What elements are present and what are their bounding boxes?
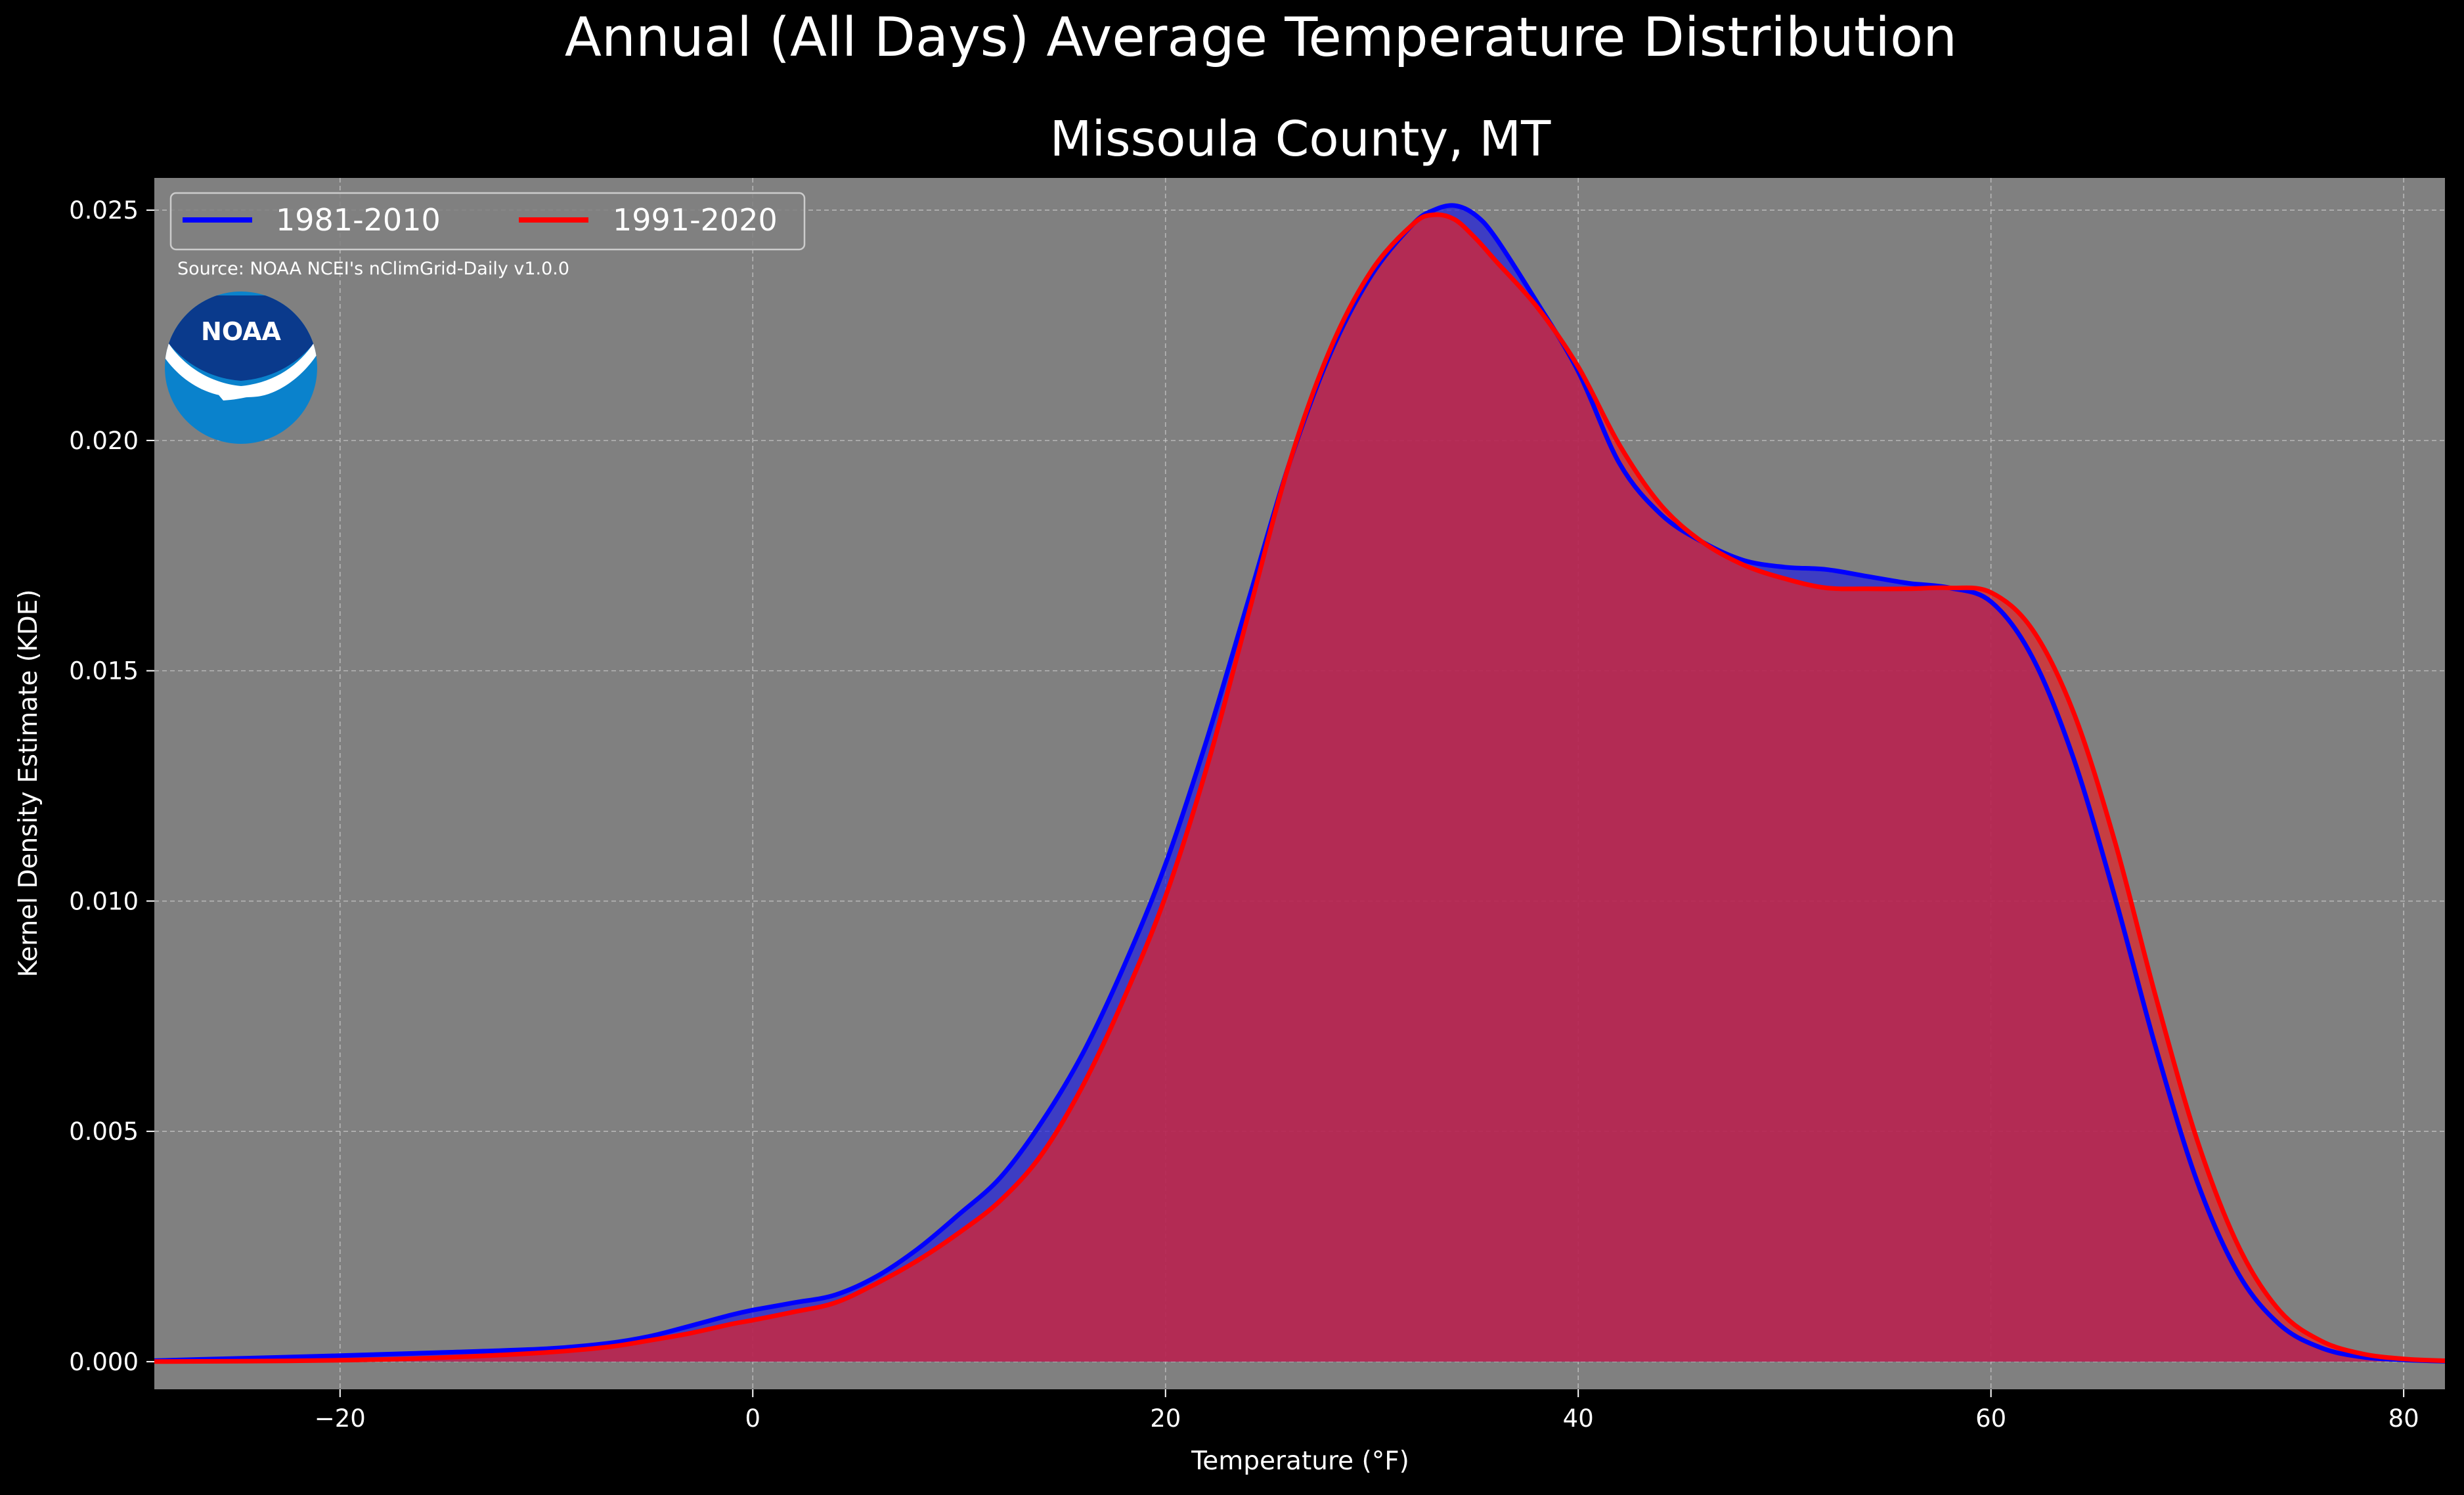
- series-area-1991-2020: [154, 214, 2445, 1362]
- y-tick-label: 0.020: [69, 427, 139, 455]
- x-tick-label: 40: [1563, 1404, 1594, 1433]
- legend-frame: [169, 192, 806, 251]
- noaa-logo-icon: NOAA: [165, 292, 317, 444]
- noaa-logo-bird: [165, 323, 317, 398]
- y-axis-ticks: 0.000 0.005 0.010 0.015 0.020 0.025: [69, 196, 154, 1376]
- y-tick-label: 0.010: [69, 887, 139, 915]
- noaa-logo-bird-tail: [217, 386, 273, 401]
- x-tick-label: 0: [745, 1404, 761, 1433]
- figure-suptitle: Annual (All Days) Average Temperature Di…: [565, 7, 1957, 69]
- legend: 1981-2010 1991-2020: [169, 192, 806, 251]
- x-tick-label: 60: [1975, 1404, 2006, 1433]
- x-tick-label: −20: [315, 1404, 366, 1433]
- series-areas: [154, 205, 2445, 1362]
- noaa-logo-sky: [165, 295, 317, 381]
- y-axis-label: Kernel Density Estimate (KDE): [14, 590, 43, 978]
- series-line-1991-2020: [154, 212, 2445, 1364]
- y-tick-label: 0.015: [69, 657, 139, 685]
- series-lines: [154, 203, 2445, 1364]
- y-tick-label: 0.000: [69, 1348, 139, 1376]
- x-axis-ticks: −20 0 20 40 60 80: [315, 1389, 2419, 1433]
- noaa-logo-text: NOAA: [201, 317, 281, 346]
- y-tick-label: 0.025: [69, 196, 139, 225]
- x-tick-label: 80: [2388, 1404, 2419, 1433]
- chart-title: Missoula County, MT: [1050, 111, 1552, 167]
- x-axis-label: Temperature (°F): [1191, 1446, 1409, 1476]
- legend-label-1991-2020: 1991-2020: [613, 202, 778, 238]
- y-tick-label: 0.005: [69, 1117, 139, 1146]
- source-note: Source: NOAA NCEI's nClimGrid-Daily v1.0…: [177, 259, 569, 279]
- legend-label-1981-2010: 1981-2010: [276, 202, 441, 238]
- x-tick-label: 20: [1150, 1404, 1181, 1433]
